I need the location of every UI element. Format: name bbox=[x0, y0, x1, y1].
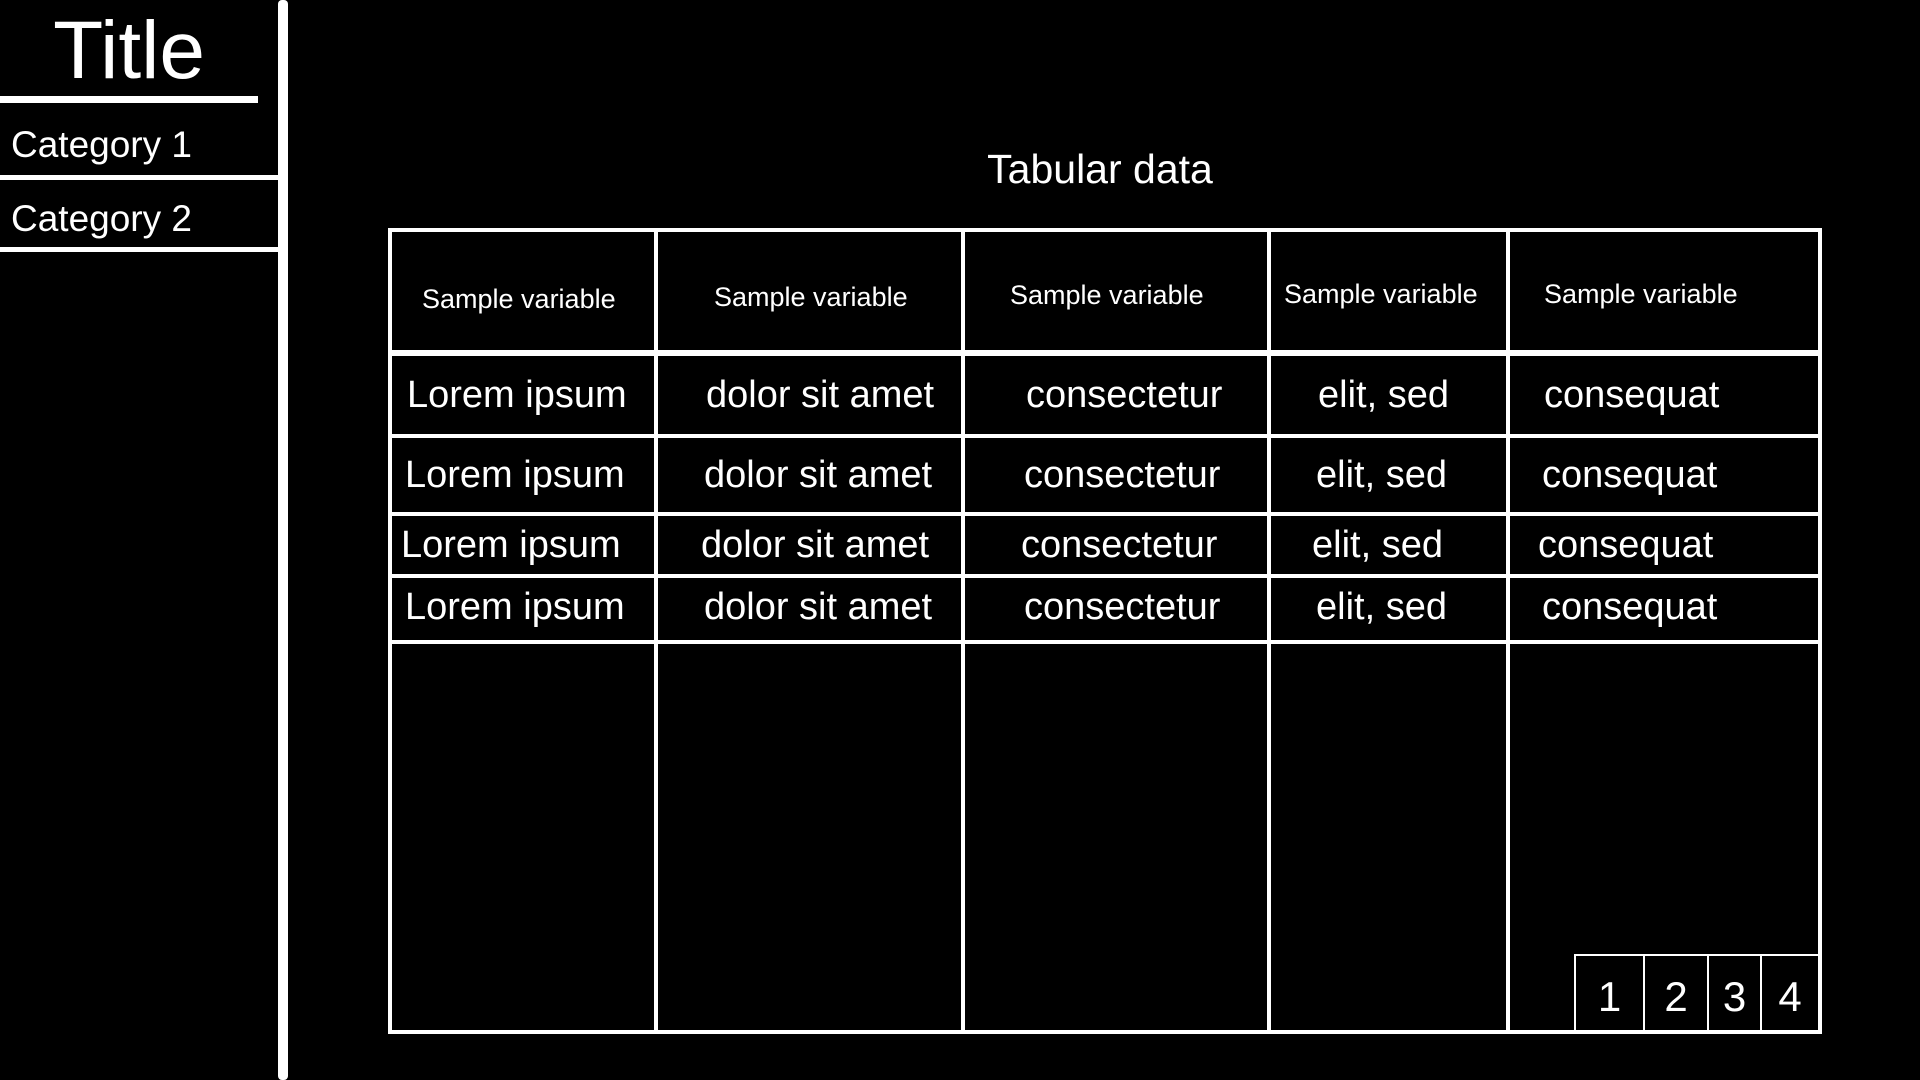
table-cell: Lorem ipsum bbox=[405, 454, 625, 496]
column-divider bbox=[961, 232, 965, 1030]
table-cell: elit, sed bbox=[1316, 454, 1447, 496]
column-header[interactable]: Sample variable bbox=[1284, 279, 1478, 309]
sidebar: Title Category 1 Category 2 bbox=[0, 0, 278, 1080]
page-button-3[interactable]: 3 bbox=[1709, 956, 1762, 1030]
table-cell: consequat bbox=[1538, 524, 1714, 566]
pagination: 1 2 3 4 bbox=[1574, 954, 1818, 1030]
table-cell: elit, sed bbox=[1318, 374, 1449, 416]
sidebar-item-category-2[interactable]: Category 2 bbox=[0, 186, 278, 252]
sidebar-divider bbox=[278, 0, 288, 1080]
column-header[interactable]: Sample variable bbox=[1010, 280, 1204, 310]
table-cell: dolor sit amet bbox=[704, 586, 933, 628]
table-cell: elit, sed bbox=[1316, 586, 1447, 628]
app-title: Title bbox=[0, 0, 258, 103]
column-header[interactable]: Sample variable bbox=[1544, 279, 1738, 309]
table-cell: elit, sed bbox=[1312, 524, 1443, 566]
data-table: Sample variable Sample variable Sample v… bbox=[388, 228, 1822, 1034]
page-button-4[interactable]: 4 bbox=[1778, 973, 1802, 1020]
table-title: Tabular data bbox=[987, 146, 1213, 192]
table-cell: dolor sit amet bbox=[701, 524, 930, 566]
table-cell: dolor sit amet bbox=[704, 454, 933, 496]
page-button-1[interactable]: 1 bbox=[1576, 956, 1645, 1030]
column-divider bbox=[1506, 232, 1510, 1030]
row-divider bbox=[392, 512, 1818, 516]
table-cell: consectetur bbox=[1026, 374, 1223, 416]
table-cell: consectetur bbox=[1024, 454, 1221, 496]
row-divider bbox=[392, 574, 1818, 578]
table-cell: consequat bbox=[1542, 454, 1718, 496]
table-cell: Lorem ipsum bbox=[405, 586, 625, 628]
row-divider bbox=[392, 640, 1818, 644]
column-header[interactable]: Sample variable bbox=[714, 282, 908, 312]
table-cell: consequat bbox=[1544, 374, 1720, 416]
page-button-2[interactable]: 2 bbox=[1645, 956, 1709, 1030]
table-cell: consectetur bbox=[1021, 524, 1218, 566]
table-cell: Lorem ipsum bbox=[401, 524, 621, 566]
row-divider bbox=[392, 350, 1818, 356]
sidebar-item-category-1[interactable]: Category 1 bbox=[0, 110, 278, 180]
table-cell: consequat bbox=[1542, 586, 1718, 628]
table-cell: Lorem ipsum bbox=[407, 374, 627, 416]
table-cell: consectetur bbox=[1024, 586, 1221, 628]
table-cell: dolor sit amet bbox=[706, 374, 935, 416]
column-divider bbox=[654, 232, 658, 1030]
column-divider bbox=[1267, 232, 1271, 1030]
row-divider bbox=[392, 434, 1818, 438]
column-header[interactable]: Sample variable bbox=[422, 284, 616, 314]
